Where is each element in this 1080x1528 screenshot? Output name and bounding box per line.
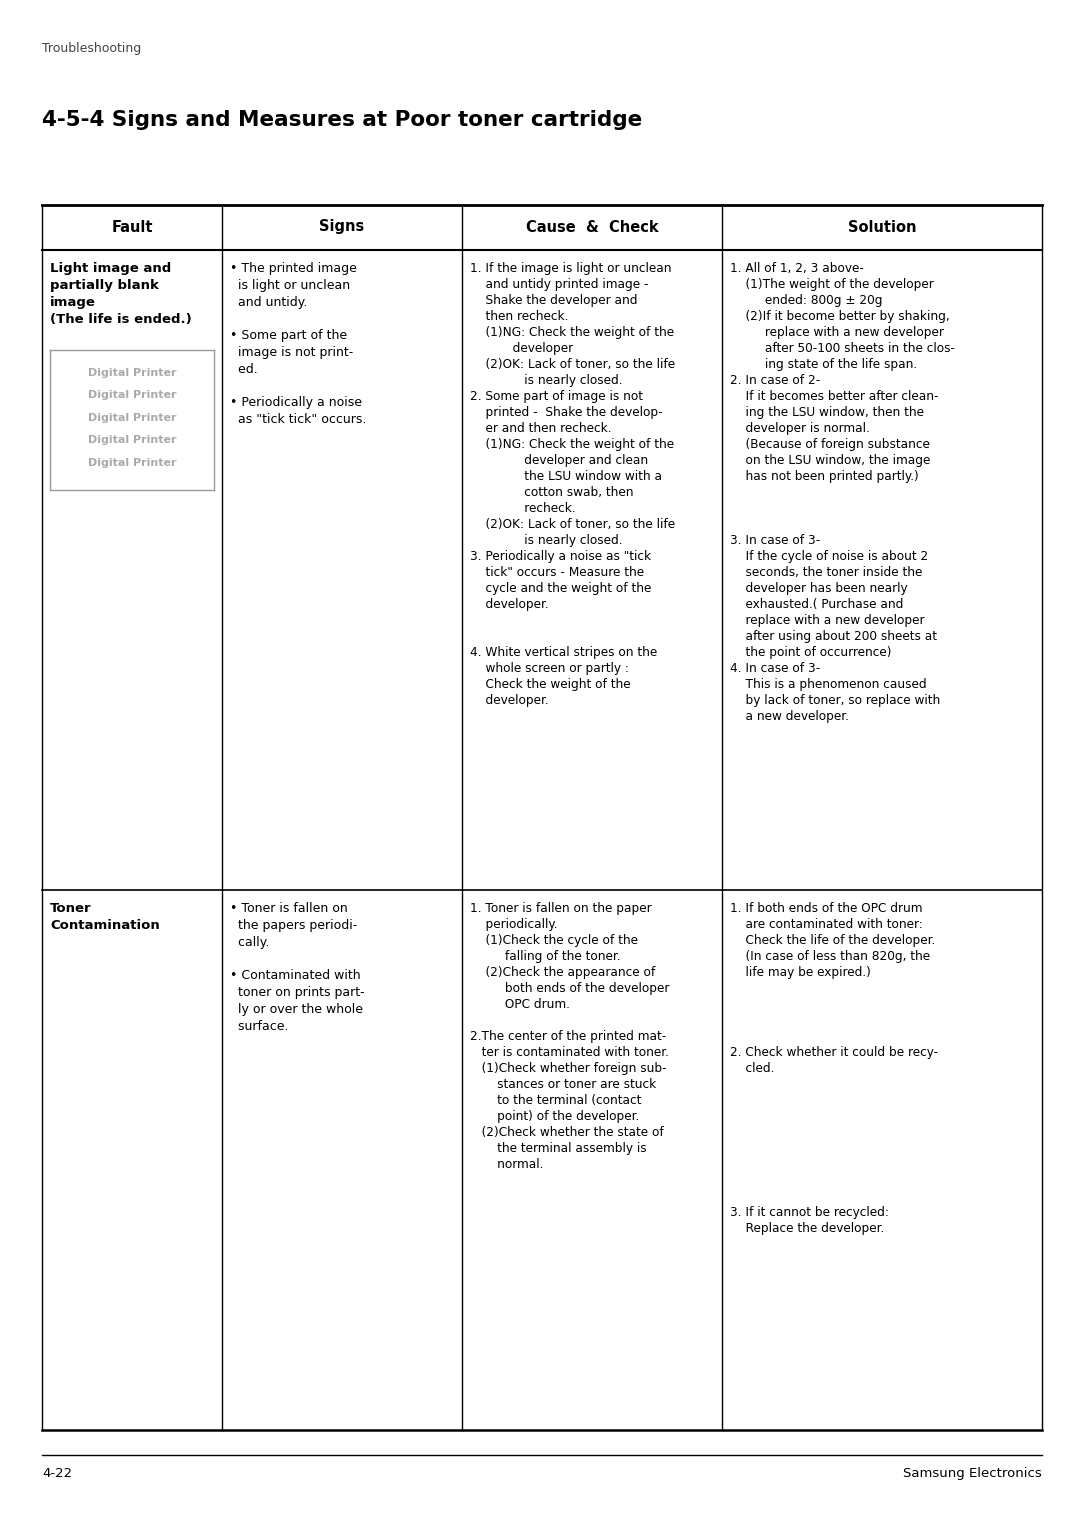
Text: Samsung Electronics: Samsung Electronics — [903, 1467, 1042, 1481]
Text: Digital Printer: Digital Printer — [87, 435, 176, 445]
Text: Fault: Fault — [111, 220, 152, 234]
Text: Digital Printer: Digital Printer — [87, 413, 176, 423]
Text: 1. If the image is light or unclean
    and untidy printed image -
    Shake the: 1. If the image is light or unclean and … — [470, 261, 675, 707]
Text: 4-5-4 Signs and Measures at Poor toner cartridge: 4-5-4 Signs and Measures at Poor toner c… — [42, 110, 643, 130]
Text: Digital Printer: Digital Printer — [87, 457, 176, 468]
Text: Digital Printer: Digital Printer — [87, 368, 176, 377]
Text: Signs: Signs — [320, 220, 365, 234]
Text: Toner
Contamination: Toner Contamination — [50, 902, 160, 932]
Text: Solution: Solution — [848, 220, 916, 234]
Text: • Toner is fallen on
  the papers periodi-
  cally.

• Contaminated with
  toner: • Toner is fallen on the papers periodi-… — [230, 902, 365, 1033]
Text: 4-22: 4-22 — [42, 1467, 72, 1481]
Text: • The printed image
  is light or unclean
  and untidy.

• Some part of the
  im: • The printed image is light or unclean … — [230, 261, 366, 426]
Text: Digital Printer: Digital Printer — [87, 390, 176, 400]
Text: Light image and
partially blank
image
(The life is ended.): Light image and partially blank image (T… — [50, 261, 192, 325]
Text: 1. If both ends of the OPC drum
    are contaminated with toner:
    Check the l: 1. If both ends of the OPC drum are cont… — [730, 902, 939, 1235]
Text: Cause  &  Check: Cause & Check — [526, 220, 659, 234]
Text: 1. Toner is fallen on the paper
    periodically.
    (1)Check the cycle of the
: 1. Toner is fallen on the paper periodic… — [470, 902, 670, 1170]
Text: Troubleshooting: Troubleshooting — [42, 41, 141, 55]
Text: 1. All of 1, 2, 3 above-
    (1)The weight of the developer
         ended: 800g: 1. All of 1, 2, 3 above- (1)The weight o… — [730, 261, 955, 723]
